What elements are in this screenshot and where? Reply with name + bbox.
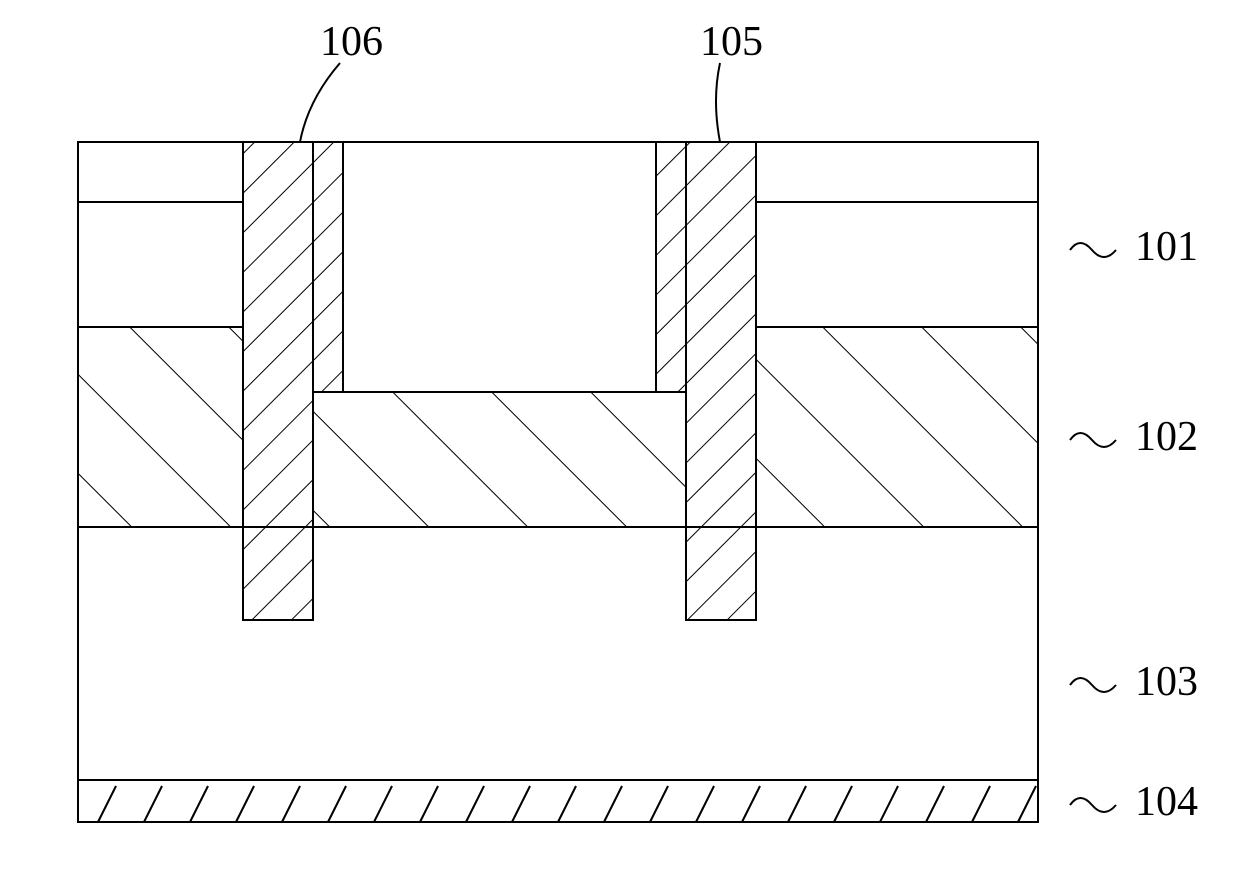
leader-105 bbox=[716, 63, 720, 142]
leader-106 bbox=[300, 63, 340, 142]
pillar-105 bbox=[686, 142, 756, 620]
label-105: 105 bbox=[700, 19, 763, 65]
label-106: 106 bbox=[320, 19, 383, 65]
layer-103 bbox=[78, 527, 1038, 780]
inner-slot-105 bbox=[656, 142, 686, 392]
leader-104 bbox=[1070, 798, 1116, 812]
label-101: 101 bbox=[1135, 224, 1198, 270]
top-cap-right bbox=[756, 142, 1038, 202]
pillar-106 bbox=[243, 142, 313, 620]
top-cap-left bbox=[78, 142, 243, 202]
leader-102 bbox=[1070, 433, 1116, 447]
leader-103 bbox=[1070, 678, 1116, 692]
leader-101 bbox=[1070, 243, 1116, 257]
inner-slot-106 bbox=[313, 142, 343, 392]
label-104: 104 bbox=[1135, 779, 1198, 825]
label-103: 103 bbox=[1135, 659, 1198, 705]
layer-104 bbox=[78, 786, 1038, 822]
layer-102 bbox=[78, 327, 1038, 527]
label-102: 102 bbox=[1135, 414, 1198, 460]
